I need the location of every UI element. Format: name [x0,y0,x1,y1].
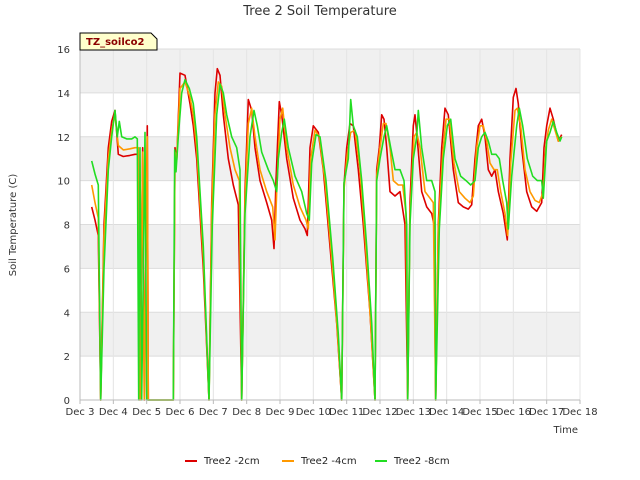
x-tick-label: Dec 5 [132,407,161,418]
y-tick-label: 10 [57,177,70,188]
y-tick-label: 4 [64,308,70,319]
y-tick-label: 12 [57,133,70,144]
x-tick-label: Dec 11 [329,407,364,418]
x-tick-label: Dec 6 [166,407,195,418]
y-tick-labels: 0 2 4 6 8 10 12 14 16 [57,45,70,407]
y-tick-label: 2 [64,352,70,363]
x-tick-label: Dec 15 [462,407,497,418]
badge-box [79,32,158,51]
x-tick-label: Dec 12 [362,407,397,418]
x-tick-label: Dec 14 [429,407,464,418]
x-tick-label: Dec 7 [199,407,228,418]
y-tick-label: 8 [64,221,70,232]
plot-band [80,312,580,357]
y-tick-label: 14 [57,89,70,100]
x-tick-label: Dec 18 [562,407,597,418]
x-tick-labels: Dec 3 Dec 4 Dec 5 Dec 6 Dec 7 Dec 8 Dec 9 Dec 1… [66,400,598,418]
legend-label-1: Tree2 -4cm [300,456,357,467]
badge-label: TZ_soilco2 [86,37,145,48]
x-tick-label: Dec 8 [232,407,261,418]
x-tick-label: Dec 9 [266,407,295,418]
y-tick-label: 6 [64,264,70,275]
y-axis-title: Soil Temperature (C) [8,174,19,277]
x-axis-title: Time [553,425,578,436]
y-tick-label: 16 [57,45,70,56]
x-tick-label: Dec 10 [296,407,331,418]
legend-label-2: Tree2 -8cm [393,456,450,467]
x-tick-label: Dec 13 [396,407,431,418]
x-tick-label: Dec 17 [529,407,564,418]
x-tick-label: Dec 3 [66,407,95,418]
badge: TZ_soilco2 [79,32,158,51]
y-tick-label: 0 [64,396,70,407]
axes [79,49,580,401]
x-tick-label: Dec 4 [99,407,128,418]
legend-label-0: Tree2 -2cm [203,456,260,467]
x-tick-label: Dec 16 [496,407,531,418]
plot-band [80,136,580,181]
chart-title: Tree 2 Soil Temperature [242,4,397,19]
legend: Tree2 -2cm Tree2 -4cm Tree2 -8cm [185,456,450,467]
plot-band [80,49,580,93]
